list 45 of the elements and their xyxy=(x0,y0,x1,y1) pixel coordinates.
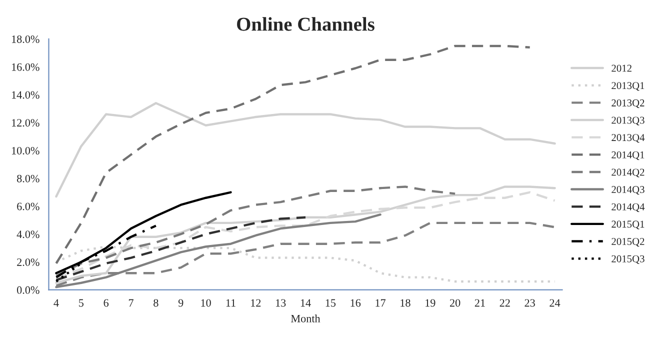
x-tick-label: 11 xyxy=(226,299,236,307)
x-tick-label: 4 xyxy=(54,299,59,307)
y-tick-label: 12.0% xyxy=(12,119,40,127)
legend-label: 2015Q1 xyxy=(612,220,644,230)
x-tick-label: 10 xyxy=(201,299,211,307)
legend-label: 2014Q4 xyxy=(612,203,645,212)
x-tick-label: 24 xyxy=(550,299,560,307)
legend-label: 2015Q3 xyxy=(612,255,644,264)
y-tick-label: 16.0% xyxy=(12,63,40,71)
x-tick-label: 18 xyxy=(400,299,410,307)
x-tick-label: 17 xyxy=(376,299,386,307)
x-tick-label: 5 xyxy=(79,299,84,307)
y-tick-label: 6.0% xyxy=(17,202,40,210)
y-tick-label: 18.0% xyxy=(12,35,40,43)
legend-label: 2014Q1 xyxy=(612,151,644,160)
legend-label: 2013Q3 xyxy=(612,116,644,126)
x-tick-label: 21 xyxy=(474,299,485,307)
x-tick-label: 16 xyxy=(350,299,361,307)
legend-label: 2013Q1 xyxy=(612,82,644,91)
legend-label: 2015Q2 xyxy=(612,238,644,247)
chart-title: Online Channels xyxy=(237,17,374,31)
legend-label: 2013Q2 xyxy=(612,99,644,108)
legend-label: 2014Q2 xyxy=(612,168,644,178)
legend-label: 2014Q3 xyxy=(612,186,644,195)
x-tick-label: 20 xyxy=(450,299,460,307)
y-tick-label: 0.0% xyxy=(17,286,40,294)
legend-label: 2012 xyxy=(612,64,632,72)
y-tick-label: 10.0% xyxy=(12,146,40,154)
x-tick-label: 22 xyxy=(500,299,510,307)
y-tick-label: 8.0% xyxy=(17,174,40,182)
x-tick-label: 15 xyxy=(326,299,336,307)
y-tick-label: 14.0% xyxy=(12,91,40,99)
y-tick-label: 4.0% xyxy=(16,230,40,238)
x-tick-label: 14 xyxy=(300,299,311,307)
x-axis-title: Month xyxy=(291,314,320,322)
x-tick-label: 12 xyxy=(251,299,261,307)
x-tick-label: 19 xyxy=(426,299,436,307)
x-tick-label: 9 xyxy=(178,299,184,307)
legend-label: 2013Q4 xyxy=(612,134,645,143)
y-tick-label: 2.0% xyxy=(17,258,40,266)
x-tick-label: 8 xyxy=(154,299,158,307)
x-tick-label: 6 xyxy=(104,299,109,307)
x-tick-label: 23 xyxy=(524,299,535,307)
x-tick-label: 7 xyxy=(128,299,134,307)
x-tick-label: 13 xyxy=(276,299,286,307)
